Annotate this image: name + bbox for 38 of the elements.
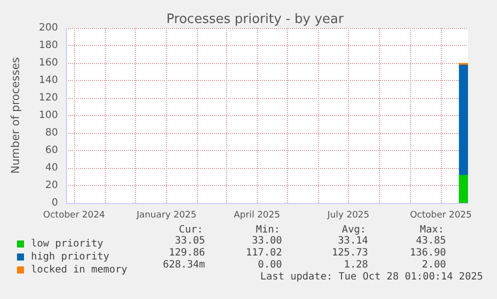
text: 129.86 [168, 248, 205, 258]
text: 136.90 [410, 248, 446, 258]
y-tick-label: 200 [38, 22, 58, 34]
x-tick-label: October 2024 [43, 210, 106, 220]
legend-label: high priority [31, 252, 110, 262]
text: Cur: [178, 224, 204, 236]
text: Last update: Tue Oct 28 01:00:14 2025 [260, 272, 484, 282]
y-tick-label: 0 [52, 198, 58, 208]
text: Avg: [342, 224, 366, 236]
x-tick-label: January 2025 [136, 210, 196, 220]
y-tick-label: 20 [45, 180, 58, 191]
y-tick-label: 120 [38, 92, 58, 104]
y-tick-label: 100 [38, 110, 58, 121]
y-axis-title: Number of processes [9, 56, 22, 174]
text: 2.00 [422, 260, 446, 270]
y-tick-label: 60 [45, 145, 58, 156]
text: Max: [420, 224, 444, 236]
text: 628.34m [162, 260, 206, 270]
text: 117.02 [246, 248, 282, 258]
chart-title: Processes priority - by year [166, 12, 344, 27]
y-tick-label: 140 [38, 75, 58, 86]
y-tick-label: 40 [45, 162, 58, 174]
text: 1.28 [344, 260, 368, 270]
x-tick-label: October 2025 [410, 210, 472, 220]
text: 33.14 [338, 236, 368, 246]
legend-label: locked in memory [31, 264, 128, 276]
text: 0.00 [258, 260, 282, 270]
x-tick-label: April 2025 [234, 210, 280, 220]
x-tick-label: July 2025 [326, 210, 370, 220]
y-tick-label: 180 [38, 40, 58, 51]
text: 43.85 [416, 236, 446, 246]
text: 125.73 [332, 248, 368, 258]
legend-label: low priority [31, 238, 104, 250]
text: Min: [256, 224, 280, 236]
text: 33.05 [174, 236, 206, 246]
text: 33.00 [252, 236, 282, 246]
y-tick-label: 80 [45, 128, 58, 138]
y-tick-label: 160 [38, 58, 58, 68]
